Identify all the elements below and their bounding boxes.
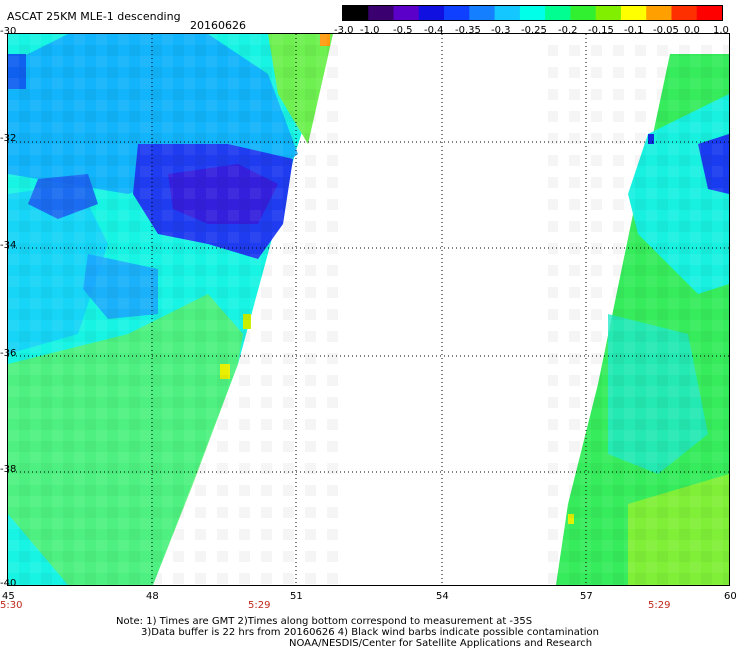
footnote-line: NOAA/NESDIS/Center for Satellite Applica… [289,638,593,649]
scale-label: -3.0 [334,25,354,36]
color-scale-segment [469,6,496,20]
color-scale-segment [444,6,470,20]
color-scale-segment [368,6,395,20]
color-scale-gradient [343,6,722,20]
lat-label: -38 [0,464,17,475]
scale-label: -0.15 [588,25,614,36]
lon-label: 57 [580,591,593,602]
color-scale-segment [393,6,420,20]
time-label: 5:30 [0,600,23,611]
wind-field-map [8,34,729,585]
color-scale-segment [343,6,369,20]
lat-label: -36 [0,348,17,359]
map-panel [7,33,730,586]
footnote-line: 3)Data buffer is 22 hrs from 20160626 4)… [141,627,599,638]
map-title: ASCAT 25KM MLE-1 descending [7,10,181,23]
scale-label: -0.1 [624,25,644,36]
color-scale-segment [595,6,622,20]
color-scale-segment [671,6,698,20]
scale-label: -1.0 [360,25,380,36]
color-scale-segment [696,6,722,20]
lat-label: -40 [0,578,17,589]
color-scale-segment [519,6,546,20]
time-label: 5:29 [248,600,271,611]
scale-label: -0.2 [558,25,578,36]
lon-label: 45 [2,591,15,602]
scale-label: -0.5 [393,25,413,36]
scale-label: -0.4 [424,25,444,36]
color-scale-bar [342,5,723,21]
lon-label: 60 [724,591,737,602]
lon-label: 51 [290,591,303,602]
lat-label: -30 [0,26,17,37]
right-swath [548,34,729,585]
lat-label: -32 [0,133,17,144]
time-label: 5:29 [648,600,671,611]
scale-label: -0.05 [653,25,679,36]
color-scale-segment [494,6,521,20]
scale-label: -0.3 [491,25,511,36]
lon-label: 54 [436,591,449,602]
scale-label: 0.0 [684,25,700,36]
color-scale-segment [545,6,571,20]
footnote-line: Note: 1) Times are GMT 2)Times along bot… [116,616,533,627]
color-scale-segment [646,6,673,20]
scale-label: -0.35 [455,25,481,36]
scale-label: 1.0 [713,25,729,36]
map-date: 20160626 [190,19,246,32]
lat-lon-grid [8,34,729,585]
color-scale-segment [620,6,647,20]
scale-label: -0.25 [521,25,547,36]
lon-label: 48 [146,591,159,602]
lat-label: -34 [0,240,17,251]
left-swath [8,34,338,585]
color-scale-segment [418,6,445,20]
color-scale-segment [570,6,597,20]
